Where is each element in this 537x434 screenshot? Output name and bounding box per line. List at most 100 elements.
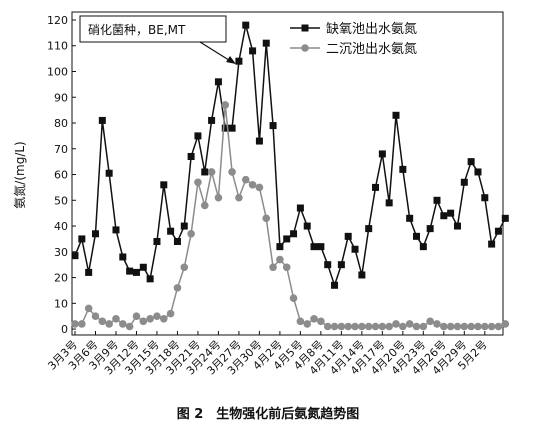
point [126, 267, 134, 275]
y-axis-label: 氨氮/(mg/L) [12, 141, 27, 208]
point [378, 150, 386, 158]
plot-frame [71, 11, 504, 336]
point [330, 322, 339, 331]
point [146, 314, 154, 323]
point [235, 57, 243, 65]
y-tick-label: 0 [61, 323, 68, 336]
point [413, 232, 420, 240]
point [419, 322, 428, 331]
point [364, 322, 373, 331]
point [160, 181, 168, 189]
point [262, 214, 271, 223]
y-tick-label: 30 [54, 246, 68, 259]
point [125, 322, 134, 331]
point [242, 21, 250, 29]
point [303, 320, 312, 328]
point [481, 194, 489, 202]
point [385, 322, 393, 331]
point [255, 183, 264, 192]
point [200, 201, 209, 210]
point [446, 322, 455, 331]
point [105, 320, 113, 328]
point [282, 263, 291, 272]
point [488, 240, 496, 248]
point [419, 243, 427, 251]
point [317, 243, 325, 251]
point [194, 178, 202, 187]
point [91, 230, 99, 238]
point [221, 101, 230, 109]
point [153, 312, 161, 320]
series-line [74, 24, 506, 288]
point [159, 314, 168, 323]
y-tick-label: 70 [54, 143, 68, 156]
point [323, 322, 332, 331]
point [433, 320, 441, 328]
point [453, 322, 462, 331]
point [112, 314, 120, 323]
y-tick-label: 80 [54, 117, 68, 130]
point [180, 222, 188, 230]
point [351, 245, 359, 253]
legend-label: 二沉池出水氨氮 [326, 42, 417, 57]
point [296, 204, 304, 212]
point [235, 193, 243, 202]
point [378, 322, 387, 331]
point [324, 261, 332, 269]
point [119, 253, 127, 261]
point [167, 227, 175, 235]
point [310, 243, 318, 251]
point [91, 312, 100, 320]
point [453, 222, 461, 230]
point [71, 252, 79, 260]
point [392, 320, 400, 328]
point [221, 124, 229, 132]
point [344, 232, 352, 240]
point [214, 78, 222, 86]
point [399, 322, 407, 331]
point [440, 212, 448, 220]
point [467, 158, 475, 166]
point [460, 178, 468, 186]
point [296, 317, 305, 326]
point [98, 317, 107, 326]
y-tick-label: 20 [54, 272, 68, 285]
point [358, 271, 366, 279]
y-tick-label: 60 [54, 169, 68, 182]
point [406, 214, 414, 222]
point [208, 116, 216, 124]
point [501, 320, 510, 328]
point [180, 263, 189, 272]
legend-label: 缺氧池出水氨氮 [326, 22, 417, 37]
point [71, 320, 79, 328]
point [289, 294, 298, 302]
point [132, 312, 141, 320]
point [78, 320, 86, 328]
y-tick-label: 100 [47, 66, 68, 79]
point [85, 268, 93, 276]
point [78, 235, 86, 243]
y-tick-label: 40 [54, 220, 68, 233]
point [399, 165, 407, 173]
point [119, 320, 127, 328]
point [385, 199, 393, 207]
point [290, 230, 298, 238]
point [412, 322, 421, 331]
point [153, 238, 161, 245]
y-tick-label: 50 [54, 194, 68, 207]
point [194, 132, 202, 140]
legend-marker [301, 44, 309, 52]
point [249, 47, 257, 55]
point [269, 122, 277, 130]
chart-title: 图 2 生物强化前后氨氮趋势图 [177, 406, 360, 422]
point [344, 322, 353, 331]
point [372, 183, 380, 191]
y-tick-label: 110 [47, 40, 68, 53]
point [440, 322, 448, 331]
point [474, 322, 482, 331]
point [276, 255, 284, 264]
point [494, 322, 503, 331]
point [365, 225, 373, 233]
point [269, 263, 277, 272]
